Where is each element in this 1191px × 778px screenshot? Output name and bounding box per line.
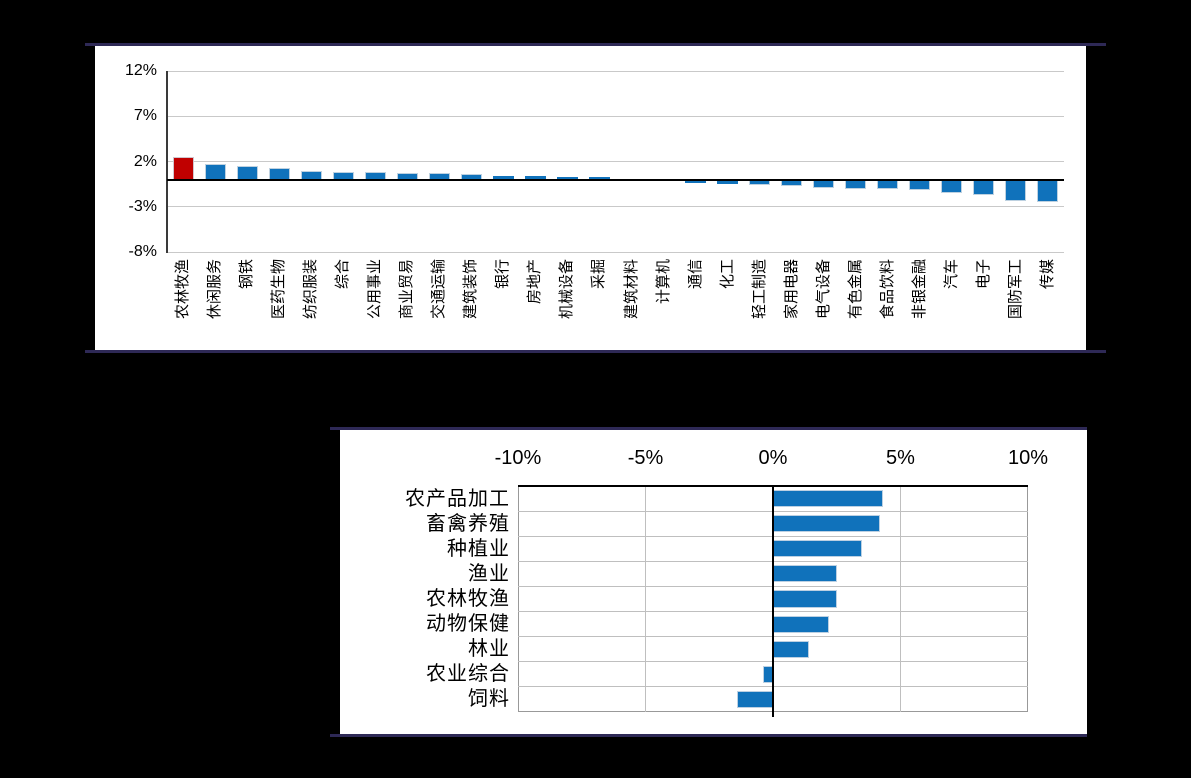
chart1-x-category-label: 农林牧渔	[175, 259, 192, 320]
chart2-vertical-gridline	[900, 486, 901, 712]
chart2-x-tick-label: 10%	[1007, 447, 1049, 469]
chart1-gridline	[167, 251, 1064, 253]
chart1-zero-axis-line	[167, 178, 1064, 181]
chart2-category-label: 畜禽养殖	[426, 512, 510, 535]
chart2-x-tick-label: 0%	[758, 447, 788, 469]
chart2-category-label: 种植业	[447, 537, 510, 560]
chart1-y-tick-label: 7%	[133, 107, 157, 125]
chart2-x-tick-label: -10%	[494, 447, 542, 469]
chart1-bar	[524, 175, 546, 180]
chart1-gridline	[167, 206, 1064, 208]
agriculture-subsector-bar-chart: -10% -5% 0% 5% 10% 农产品加工 畜禽养殖 种植业 渔业农林牧渔动物保健 林业 农业…	[330, 427, 1087, 737]
chart1-bar	[685, 179, 707, 184]
chart2-bar	[773, 540, 863, 558]
chart2-category-label: 林业	[468, 638, 510, 661]
chart2-zero-axis-line	[771, 485, 775, 717]
industry-chart-panel: 12% 7% 2% -3% -8% 农林牧渔 休闲服务 钢铁 医药生物 纺织服装 综合 公用事业 商业贸…	[95, 46, 1086, 350]
chart1-bar	[1005, 179, 1027, 202]
chart1-x-category-label: 公用事业	[367, 259, 384, 320]
chart1-x-category-label: 休闲服务	[207, 259, 224, 320]
chart1-bar	[813, 179, 835, 188]
chart1-x-category-label: 建筑装饰	[463, 259, 480, 320]
chart1-x-category-label: 纺织服装	[303, 259, 320, 320]
chart1-bar	[172, 156, 194, 180]
chart1-x-category-label: 商业贸易	[399, 259, 416, 320]
chart1-x-category-label: 医药生物	[271, 259, 288, 320]
chart2-bar	[737, 690, 773, 708]
chart1-gridline	[167, 115, 1064, 117]
chart1-bar	[973, 179, 995, 195]
chart-top-border-line	[85, 43, 1106, 46]
chart2-category-label: 农业综合	[426, 663, 510, 686]
chart1-bar	[268, 167, 290, 180]
chart2-category-label: 饲料	[468, 688, 510, 711]
chart2-bar	[773, 490, 883, 508]
chart1-bar	[877, 179, 899, 189]
chart1-x-category-label: 非银金融	[911, 259, 928, 320]
chart1-x-category-label: 计算机	[655, 259, 672, 305]
chart1-bar	[909, 179, 931, 191]
chart2-bar	[773, 515, 881, 533]
chart1-bar	[845, 179, 867, 189]
chart2-bar	[773, 565, 837, 583]
chart1-x-category-label: 有色金属	[847, 259, 864, 320]
chart-top-border-line	[330, 427, 1087, 430]
chart1-y-tick-label: -3%	[128, 197, 157, 215]
chart2-category-label: 农产品加工	[405, 487, 510, 510]
chart1-gridline	[167, 70, 1064, 72]
chart1-bar	[941, 179, 963, 194]
chart1-x-category-label: 通信	[687, 259, 704, 290]
chart1-x-category-label: 化工	[719, 259, 736, 290]
chart1-x-category-label: 钢铁	[239, 259, 256, 290]
chart2-x-tick-label: -5%	[627, 447, 664, 469]
chart1-x-category-label: 采掘	[591, 259, 608, 290]
chart1-x-category-label: 汽车	[943, 259, 960, 290]
industry-sector-bar-chart: 12% 7% 2% -3% -8% 农林牧渔 休闲服务 钢铁 医药生物 纺织服装 综合 公用事业 商业贸…	[85, 43, 1106, 353]
chart1-x-category-label: 银行	[495, 259, 512, 290]
chart1-x-category-label: 国防军工	[1007, 259, 1024, 320]
chart1-x-category-label: 传媒	[1039, 259, 1056, 290]
chart1-x-category-label: 机械设备	[559, 259, 576, 320]
chart-bottom-border-line	[85, 350, 1106, 353]
chart1-x-category-label: 房地产	[527, 259, 544, 305]
chart1-y-axis-line	[165, 71, 168, 253]
chart1-bar	[204, 164, 226, 180]
chart1-bar	[717, 179, 739, 184]
chart2-bar	[773, 640, 809, 658]
chart1-bar	[1037, 179, 1059, 203]
chart2-category-label: 渔业	[468, 562, 510, 585]
agriculture-chart-panel: -10% -5% 0% 5% 10% 农产品加工 畜禽养殖 种植业 渔业农林牧渔动物保健 林业 农业…	[340, 430, 1087, 734]
chart2-category-label: 农林牧渔	[426, 588, 510, 610]
chart-bottom-border-line	[330, 734, 1087, 737]
chart1-x-category-label: 家用电器	[783, 259, 800, 320]
chart2-vertical-gridline	[645, 486, 646, 712]
chart1-bar	[588, 176, 610, 180]
chart1-y-tick-label: 2%	[133, 152, 157, 170]
chart1-x-category-label: 电子	[975, 259, 992, 290]
chart1-x-category-label: 轻工制造	[751, 259, 768, 320]
chart1-x-category-label: 电气设备	[815, 259, 832, 320]
chart1-x-category-label: 食品饮料	[879, 259, 896, 320]
chart1-bar	[556, 176, 578, 180]
chart1-y-tick-label: 12%	[124, 62, 157, 79]
chart2-category-label: 动物保健	[426, 613, 510, 636]
chart2-bar	[773, 615, 830, 633]
chart1-x-category-label: 建筑材料	[623, 259, 640, 320]
chart1-bar	[492, 175, 514, 180]
chart1-x-category-label: 综合	[335, 259, 352, 290]
chart1-y-tick-label: -8%	[128, 243, 157, 260]
chart1-gridline	[167, 161, 1064, 162]
chart1-bar	[236, 166, 258, 180]
chart1-x-category-label: 交通运输	[431, 259, 448, 320]
chart2-x-tick-label: 5%	[886, 447, 915, 469]
chart2-bar	[773, 590, 837, 608]
